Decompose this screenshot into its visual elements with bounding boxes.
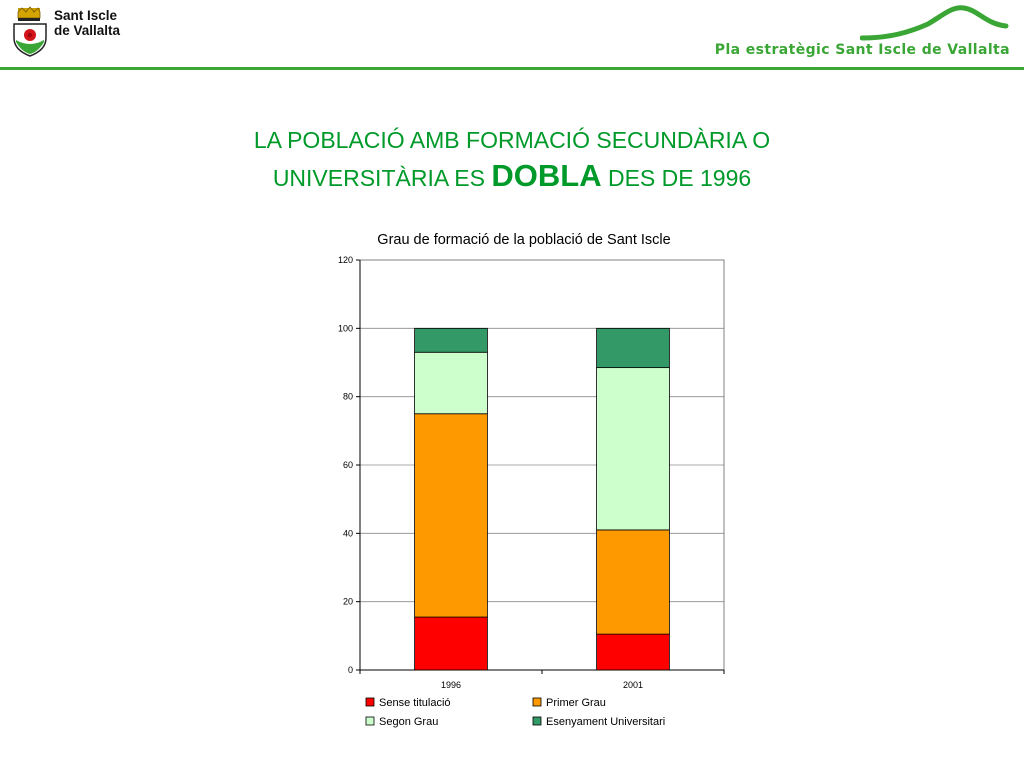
bar-segment <box>414 616 488 671</box>
header: Sant Iscle de Vallalta Pla estratègic Sa… <box>0 0 1024 72</box>
legend-label: Esenyament Universitari <box>546 716 665 728</box>
bar-segment <box>414 413 488 618</box>
y-tick-label: 100 <box>338 323 353 333</box>
legend-label: Segon Grau <box>379 716 438 728</box>
org-name-line1: Sant Iscle <box>54 8 118 23</box>
header-rule <box>0 67 1024 70</box>
slide-title: LA POBLACIÓ AMB FORMACIÓ SECUNDÀRIA O UN… <box>0 122 1024 196</box>
legend-swatch <box>365 716 375 726</box>
y-tick-label: 80 <box>343 392 353 402</box>
slide-title-line1: LA POBLACIÓ AMB FORMACIÓ SECUNDÀRIA O <box>253 127 771 153</box>
plan-title: Pla estratègic Sant Iscle de Vallalta <box>714 42 1010 58</box>
slide-title-line2-pre: UNIVERSITÀRIA ES <box>272 165 485 191</box>
bar-segment <box>596 633 670 671</box>
y-tick-label: 20 <box>343 597 353 607</box>
legend-swatch <box>365 697 375 707</box>
org-name: Sant Iscle de Vallalta <box>54 8 120 38</box>
bar-segment <box>596 367 670 531</box>
chart-legend: Sense titulació Primer Grau Segon Grau Esen… <box>365 697 665 728</box>
bar-segment <box>596 529 670 635</box>
x-tick-label: 2001 <box>623 680 643 690</box>
stacked-bar-chart: Grau de formació de la població de Sant … <box>338 232 725 728</box>
chart-title: Grau de formació de la població de Sant … <box>377 232 670 248</box>
legend-swatch <box>532 697 542 707</box>
legend-label: Primer Grau <box>546 697 606 709</box>
legend-swatch <box>532 716 542 726</box>
legend-label: Sense titulació <box>379 697 451 709</box>
bar-segment <box>414 351 488 415</box>
slide-title-emphasis: DOBLA <box>491 158 602 193</box>
y-tick-label: 0 <box>348 665 353 675</box>
plot-area: 0 20 40 60 80 100 120 1996 2001 <box>338 255 725 690</box>
slide-title-line2-post: DES DE 1996 <box>607 165 752 191</box>
y-tick-label: 40 <box>343 528 353 538</box>
bar-segment <box>414 327 488 353</box>
hills-logo-icon <box>860 5 1009 41</box>
y-tick-label: 120 <box>338 255 353 265</box>
x-tick-label: 1996 <box>441 680 461 690</box>
municipal-crest-icon <box>13 6 47 57</box>
org-name-line2: de Vallalta <box>54 23 121 38</box>
y-tick-label: 60 <box>343 460 353 470</box>
slide-title-line2: UNIVERSITÀRIA ES DOBLA DES DE 1996 <box>0 158 1024 196</box>
bar-segment <box>596 327 670 369</box>
